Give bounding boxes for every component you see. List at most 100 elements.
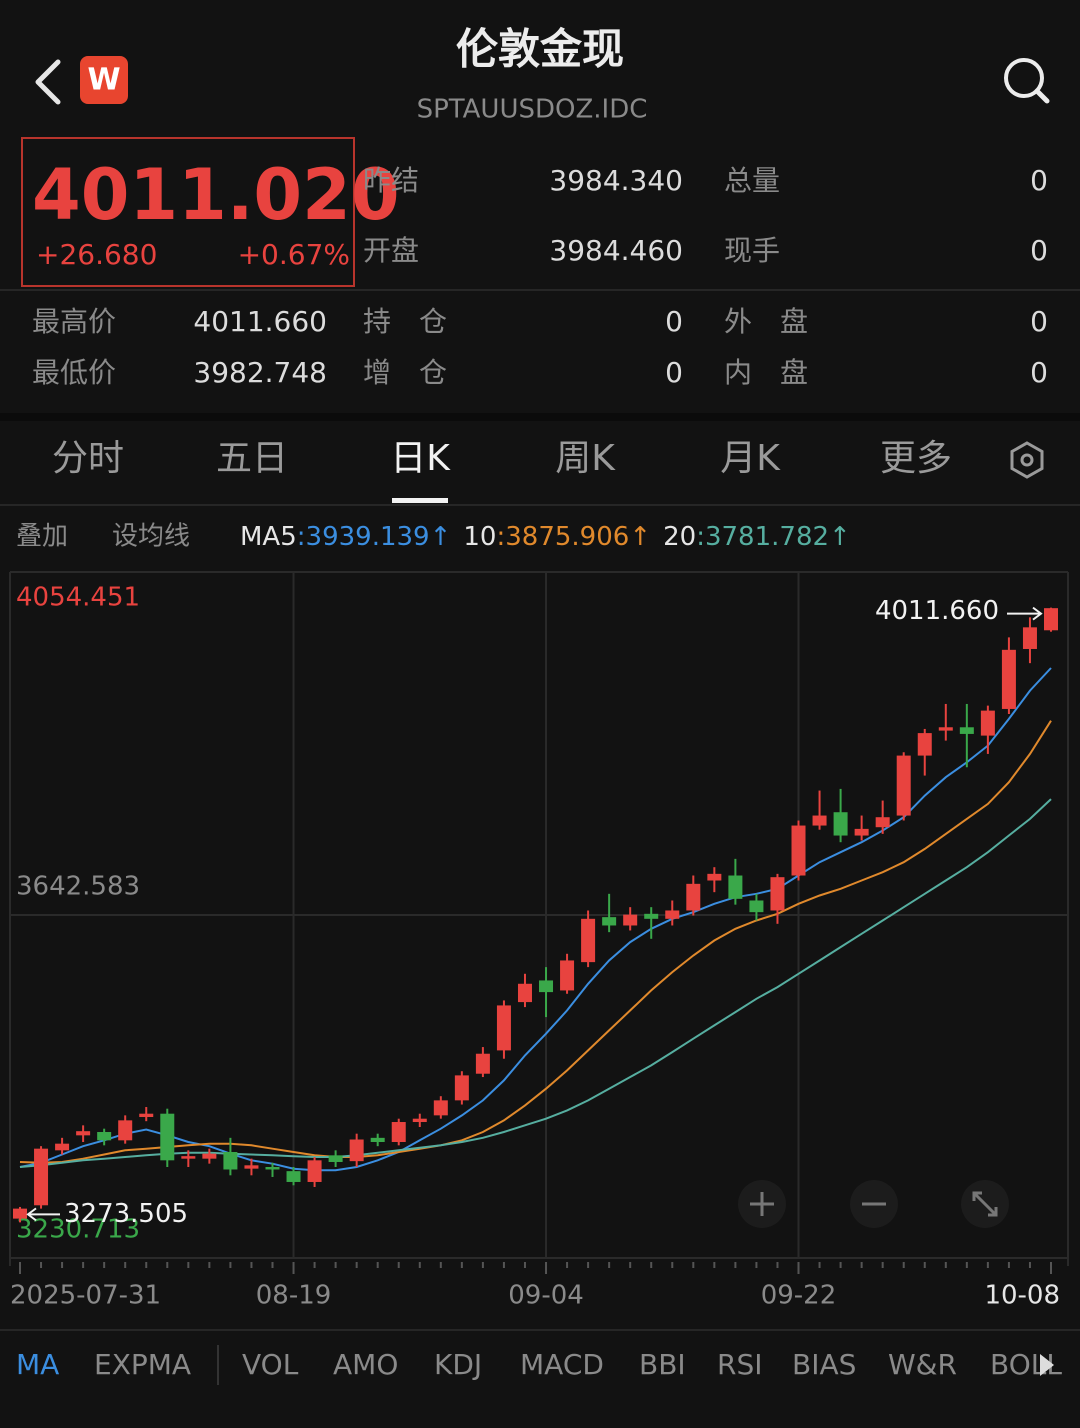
legend-separator: : <box>696 522 705 552</box>
set-ma-button[interactable]: 设均线 <box>112 522 190 552</box>
logo-box <box>80 56 128 104</box>
indicator-tab[interactable]: MACD <box>520 1348 604 1381</box>
fullscreen[interactable] <box>961 1180 1009 1228</box>
stat-label: 开盘 <box>363 234 419 267</box>
title: 伦敦金现 <box>456 25 624 74</box>
legend-trend: ↑ <box>430 522 452 552</box>
candle-body <box>97 1132 112 1141</box>
candle-body <box>496 1005 511 1051</box>
y-tick-label: 4054.451 <box>16 583 140 613</box>
indicator-tab[interactable]: BIAS <box>792 1348 856 1381</box>
gear-icon <box>1010 441 1044 479</box>
candle-body <box>118 1120 133 1141</box>
candle-body <box>1001 649 1016 709</box>
candle-body <box>875 817 890 828</box>
max-label: 4011.660 <box>875 596 999 626</box>
change-pct: +0.67% <box>238 238 350 271</box>
ma-line <box>19 798 1052 1168</box>
indicator-tab[interactable]: RSI <box>717 1348 763 1381</box>
candle-body <box>433 1100 448 1116</box>
search-icon <box>1004 58 1044 98</box>
candle-body <box>770 877 785 911</box>
x-tick-label: 09-22 <box>761 1281 837 1311</box>
x-tick-label: 2025-07-31 <box>10 1281 161 1311</box>
candle-body <box>560 960 575 991</box>
stat-label: 最高价 <box>32 305 116 338</box>
indicator-tab[interactable]: EXPMA <box>94 1348 191 1381</box>
stat-value: 0 <box>665 305 683 338</box>
candle-body <box>202 1153 217 1159</box>
stat-value: 0 <box>665 356 683 389</box>
legend-name: MA5 <box>240 522 297 552</box>
overlay-button[interactable]: 叠加 <box>16 522 68 552</box>
candle-body <box>13 1208 27 1219</box>
candle-body <box>412 1118 427 1123</box>
y-tick-label: 3642.583 <box>16 871 140 901</box>
x-tick-label: 08-19 <box>256 1281 332 1311</box>
candle-body <box>602 917 617 926</box>
stat-value: 0 <box>1030 234 1048 267</box>
stat-label: 最低价 <box>32 356 116 389</box>
candle-body <box>55 1143 70 1151</box>
candle-body <box>1044 608 1058 631</box>
candle-body <box>517 983 532 1003</box>
zoom-in[interactable] <box>738 1180 786 1228</box>
quote-box <box>21 137 355 287</box>
candle-body <box>728 875 743 899</box>
candle-body <box>34 1148 49 1206</box>
candle-body <box>160 1113 175 1161</box>
logo: W <box>87 63 120 98</box>
candle-body <box>833 812 848 836</box>
price: 4011.020 <box>32 154 400 236</box>
stat-label: 持 仓 <box>363 305 447 338</box>
stat-value: 3984.460 <box>549 234 683 267</box>
tab[interactable]: 月K <box>720 438 781 479</box>
stat-label: 外 盘 <box>724 305 808 338</box>
zoom-icon <box>988 1207 998 1217</box>
stat-label: 内 盘 <box>724 356 808 389</box>
zoom-out[interactable] <box>850 1180 898 1228</box>
candle-body <box>181 1156 196 1159</box>
back-button[interactable] <box>35 59 61 105</box>
stat-value: 0 <box>1030 164 1048 197</box>
stat-value: 3982.748 <box>193 356 327 389</box>
legend-value: 3875.906 <box>505 522 629 552</box>
indicator-tab[interactable]: W&R <box>888 1348 957 1381</box>
x-tick-label: 10-08 <box>984 1281 1060 1311</box>
min-arrow <box>26 1207 37 1222</box>
legend-name: 20 <box>663 522 696 552</box>
search-icon <box>1034 88 1050 104</box>
legend-separator: : <box>496 522 505 552</box>
indicator-tab[interactable]: BBI <box>639 1348 686 1381</box>
tab[interactable]: 五日 <box>216 438 288 479</box>
more-arrow[interactable] <box>1040 1354 1054 1376</box>
candle-body <box>391 1122 406 1143</box>
legend-value: 3781.782 <box>705 522 829 552</box>
candle-body <box>349 1139 364 1162</box>
tab[interactable]: 更多 <box>880 438 952 479</box>
tab[interactable]: 周K <box>555 438 616 479</box>
legend-name: 10 <box>463 522 496 552</box>
candle-body <box>307 1160 322 1182</box>
candle-body <box>980 710 995 736</box>
gear-icon <box>1020 453 1034 467</box>
candle-body <box>749 900 764 913</box>
indicator-tab[interactable]: MA <box>16 1348 59 1381</box>
stat-value: 0 <box>1030 356 1048 389</box>
tab[interactable]: 日K <box>390 438 451 479</box>
candle-body <box>244 1165 259 1169</box>
settings-button[interactable] <box>1010 441 1044 479</box>
candle-body <box>812 815 827 826</box>
candle-body <box>328 1155 343 1162</box>
candle-body <box>917 733 932 756</box>
search-button[interactable] <box>1004 58 1050 104</box>
indicator-tab[interactable]: AMO <box>333 1348 398 1381</box>
tab[interactable]: 分时 <box>52 438 124 479</box>
candle-body <box>454 1075 469 1101</box>
indicator-tab[interactable]: VOL <box>242 1348 299 1381</box>
legend-trend: ↑ <box>829 522 851 552</box>
candle-body <box>581 918 596 963</box>
indicator-tab[interactable]: KDJ <box>434 1348 482 1381</box>
